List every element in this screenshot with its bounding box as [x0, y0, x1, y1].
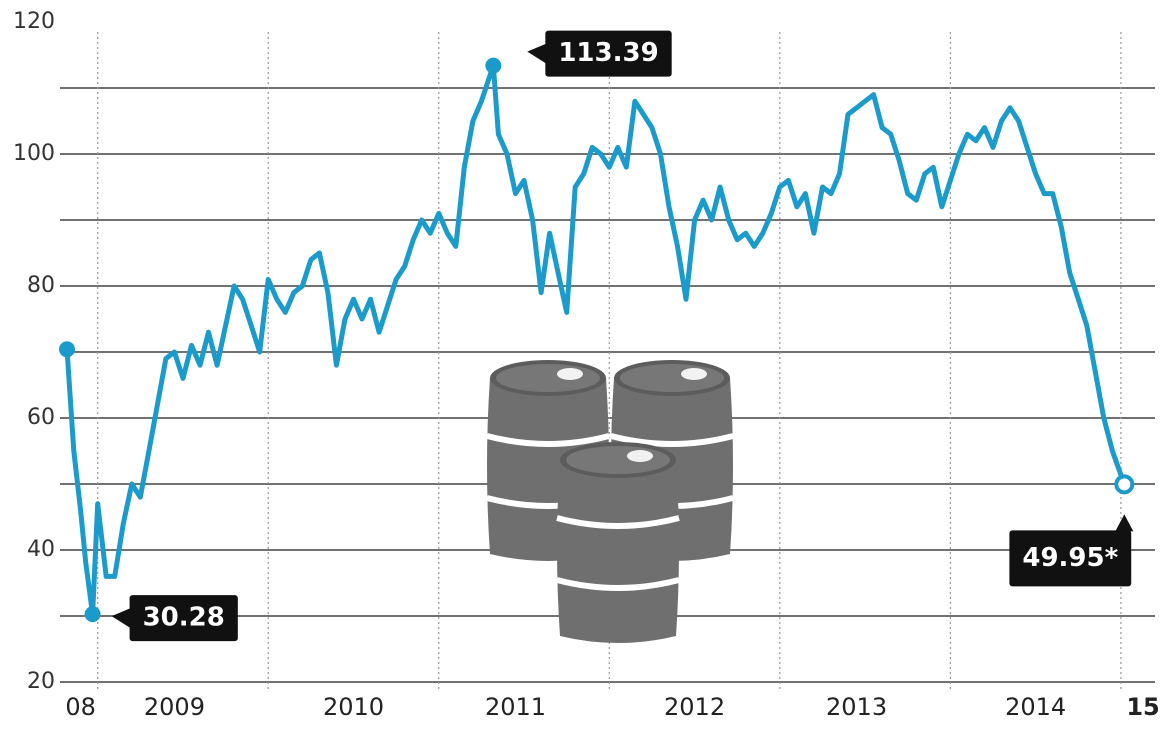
callout-box [545, 30, 672, 77]
callout: 113.39 [527, 30, 672, 77]
barrels-illustration [487, 360, 733, 643]
x-tick-label: 2010 [323, 693, 384, 721]
callout: 30.28 [111, 595, 238, 642]
price-line [64, 63, 1127, 617]
y-tick-label: 100 [13, 141, 55, 166]
x-tick-label: 08 [65, 693, 96, 721]
x-tick-label: 2011 [485, 693, 546, 721]
callout-box [1009, 530, 1132, 587]
callout-pointer [527, 43, 547, 64]
y-tick-label: 80 [27, 273, 55, 298]
x-tick-label: 2014 [1005, 693, 1066, 721]
callout-pointer [1115, 514, 1134, 532]
callout-label: 70.41 [34, 306, 116, 336]
y-tick-label: 20 [27, 669, 55, 694]
callout-label: 113.39 [558, 38, 658, 68]
highlight-point [84, 606, 101, 623]
callout-label: 49.95* [1022, 543, 1118, 573]
callout: 49.95* [1009, 514, 1134, 587]
callout-pointer [111, 608, 131, 629]
highlight-point [1114, 474, 1135, 495]
x-tick-label: 2012 [664, 693, 725, 721]
x-tick-label: 15 [1126, 693, 1159, 721]
y-tick-label: 40 [27, 537, 55, 562]
x-tick-label: 2013 [826, 693, 887, 721]
callout-label: 30.28 [143, 603, 225, 633]
x-tick-label: 2009 [144, 693, 205, 721]
highlight-point [59, 341, 75, 358]
y-tick-label: 120 [13, 9, 55, 34]
plot: 70.41 30.28 113.39 49.95* [34, 30, 1135, 642]
callout-box [129, 595, 238, 642]
y-tick-label: 60 [27, 405, 55, 430]
highlight-point [485, 57, 502, 74]
